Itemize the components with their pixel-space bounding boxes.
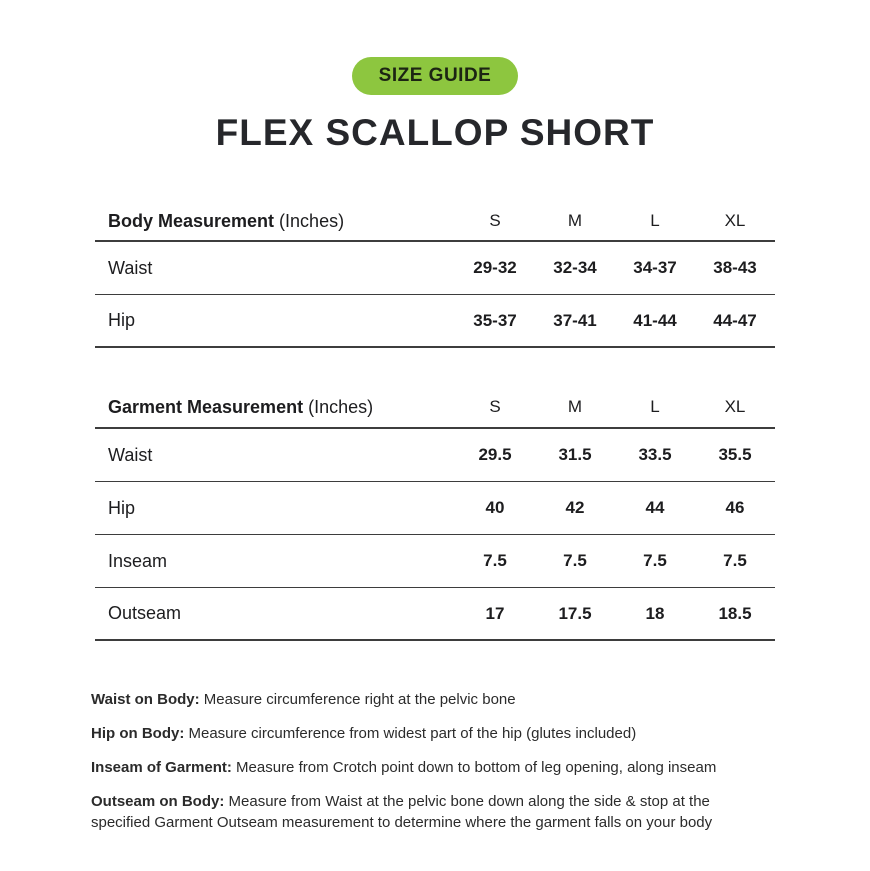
table-cell: 35-37 (473, 310, 517, 330)
note-text: Measure from Waist at the pelvic bone do… (91, 793, 713, 831)
column-header-xl: XL (724, 211, 746, 230)
note-text: Measure circumference from widest part o… (184, 725, 637, 742)
table-cell: 18.5 (718, 603, 752, 623)
column-header-xl: XL (724, 397, 746, 416)
badge-container: SIZE GUIDE (0, 0, 870, 95)
table-cell: 18 (645, 603, 665, 623)
table-row-garment-inseam: Inseam 7.5 7.5 7.5 7.5 (95, 535, 775, 588)
table-row-body-hip: Hip 35-37 37-41 41-44 44-47 (95, 295, 775, 348)
garment-measurement-table: Garment Measurement (Inches) S M L XL Wa… (95, 387, 775, 641)
note-label: Hip on Body: (91, 725, 185, 742)
column-header-l: L (650, 397, 660, 416)
table-cell: 31.5 (558, 445, 592, 464)
measurement-notes: Waist on Body: Measure circumference rig… (90, 689, 780, 833)
note-waist-on-body: Waist on Body: Measure circumference rig… (91, 689, 751, 710)
row-label: Hip (108, 310, 136, 330)
table-cell: 44-47 (713, 310, 757, 330)
row-label: Hip (108, 497, 136, 518)
column-header-l: L (650, 211, 660, 230)
table-cell: 32-34 (553, 258, 597, 277)
body-table-title: Body Measurement (Inches) (95, 211, 455, 232)
note-hip-on-body: Hip on Body: Measure circumference from … (91, 723, 751, 744)
note-inseam-of-garment: Inseam of Garment: Measure from Crotch p… (91, 757, 751, 778)
body-table-header-row: Body Measurement (Inches) S M L XL (95, 202, 775, 242)
table-cell: 7.5 (723, 551, 747, 570)
note-text: Measure from Crotch point down to bottom… (231, 759, 717, 776)
body-table-title-units: (Inches) (274, 210, 345, 231)
garment-table-title-units: (Inches) (303, 396, 374, 417)
table-cell: 17.5 (558, 603, 592, 623)
garment-table-title-bold: Garment Measurement (108, 396, 304, 417)
tables-section: Body Measurement (Inches) S M L XL Waist… (95, 202, 775, 641)
table-cell: 7.5 (643, 551, 667, 570)
size-guide-badge: SIZE GUIDE (351, 57, 519, 95)
column-header-m: M (567, 397, 583, 416)
table-cell: 34-37 (633, 258, 677, 277)
note-label: Inseam of Garment: (91, 759, 232, 776)
row-label: Inseam (108, 550, 168, 571)
table-row-garment-waist: Waist 29.5 31.5 33.5 35.5 (95, 429, 775, 482)
table-row-garment-hip: Hip 40 42 44 46 (95, 482, 775, 535)
column-header-s: S (489, 397, 501, 416)
table-cell: 42 (565, 498, 585, 517)
table-cell: 41-44 (633, 310, 677, 330)
body-measurement-table: Body Measurement (Inches) S M L XL Waist… (95, 202, 775, 348)
note-label: Waist on Body: (91, 691, 200, 708)
table-cell: 37-41 (553, 310, 597, 330)
page-title: FLEX SCALLOP SHORT (215, 112, 655, 153)
garment-table-header-row: Garment Measurement (Inches) S M L XL (95, 387, 775, 429)
garment-table-title: Garment Measurement (Inches) (95, 397, 455, 418)
table-cell: 35.5 (718, 445, 752, 464)
note-label: Outseam on Body: (91, 793, 225, 810)
table-cell: 44 (645, 498, 665, 517)
table-cell: 46 (725, 498, 745, 517)
table-cell: 7.5 (483, 551, 507, 570)
note-outseam-on-body: Outseam on Body: Measure from Waist at t… (91, 791, 751, 833)
table-cell: 33.5 (638, 445, 672, 464)
column-header-m: M (567, 211, 583, 230)
table-cell: 29-32 (473, 258, 517, 277)
row-label: Outseam (108, 603, 182, 623)
column-header-s: S (489, 211, 501, 230)
table-cell: 17 (485, 603, 505, 623)
table-row-garment-outseam: Outseam 17 17.5 18 18.5 (95, 588, 775, 641)
note-text: Measure circumference right at the pelvi… (199, 691, 516, 708)
row-label: Waist (108, 444, 153, 465)
table-cell: 29.5 (478, 445, 512, 464)
table-row-body-waist: Waist 29-32 32-34 34-37 38-43 (95, 242, 775, 295)
table-cell: 38-43 (713, 258, 757, 277)
table-cell: 40 (485, 498, 505, 517)
row-label: Waist (108, 257, 153, 278)
body-table-title-bold: Body Measurement (108, 210, 275, 231)
table-cell: 7.5 (563, 551, 587, 570)
